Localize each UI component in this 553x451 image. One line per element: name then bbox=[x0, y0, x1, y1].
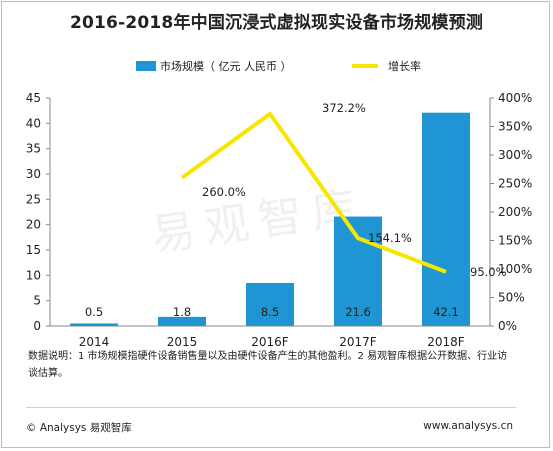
footer-copyright: © Analysys 易观智库 bbox=[26, 422, 132, 434]
y-right-tick-label: 400% bbox=[498, 91, 532, 105]
y-right-tick-label: 250% bbox=[498, 177, 532, 191]
y-left-tick-label: 25 bbox=[26, 192, 41, 206]
x-tick-label: 2016F bbox=[251, 335, 289, 349]
data-labels: 0.5 1.8 8.5 21.6 42.1 260.0% 372.2% 154.1% 95.0% bbox=[85, 101, 507, 319]
line-series bbox=[180, 111, 447, 274]
footer-divider bbox=[26, 407, 516, 408]
footer-url: www.analysys.cn bbox=[423, 420, 513, 432]
bar-2016F bbox=[246, 282, 294, 326]
legend-bar-swatch bbox=[136, 61, 156, 71]
y-right-tick-label: 350% bbox=[498, 120, 532, 134]
y-left-tick-label: 40 bbox=[26, 116, 41, 130]
y-right-tick-label: 50% bbox=[498, 291, 525, 305]
bar-2014 bbox=[70, 323, 118, 326]
x-tick-label: 2014 bbox=[79, 335, 110, 349]
y-left-tick-label: 30 bbox=[26, 167, 41, 181]
growth-rate-label: 260.0% bbox=[202, 185, 246, 199]
legend: 市场规模（ 亿元 人民币 ） 增长率 bbox=[136, 59, 421, 73]
y-left-tick-label: 45 bbox=[26, 91, 41, 105]
axes: 0 5 10 15 20 25 30 35 40 45 0% 50% 100% 150% 200% 250% 3… bbox=[26, 91, 533, 349]
y-right-tick-label: 200% bbox=[498, 205, 532, 219]
y-right-tick-label: 300% bbox=[498, 148, 532, 162]
y-left-tick-label: 15 bbox=[26, 243, 41, 257]
y-left-tick-label: 0 bbox=[33, 319, 41, 333]
y-left-tick-label: 20 bbox=[26, 218, 41, 232]
y-left-tick-label: 35 bbox=[26, 142, 41, 156]
bar-value-label: 8.5 bbox=[261, 305, 279, 319]
bar-2018F bbox=[422, 112, 470, 327]
growth-rate-line bbox=[180, 111, 447, 274]
chart-title: 2016-2018年中国沉浸式虚拟现实设备市场规模预测 bbox=[69, 13, 484, 33]
bar-value-label: 42.1 bbox=[433, 305, 459, 319]
data-note: 数据说明：1 市场规模指硬件设备销售量以及由硬件设备产生的其他盈利。2 易观智库… bbox=[28, 351, 508, 379]
y-right-tick-label: 0% bbox=[498, 319, 517, 333]
y-right-tick-label: 100% bbox=[498, 262, 532, 276]
y-right-tick-label: 150% bbox=[498, 234, 532, 248]
legend-bar-label: 市场规模（ 亿元 人民币 ） bbox=[160, 59, 292, 73]
y-left-tick-label: 5 bbox=[33, 294, 41, 308]
bar-series bbox=[70, 112, 470, 327]
growth-rate-label: 154.1% bbox=[368, 231, 412, 245]
y-left-tick-label: 10 bbox=[26, 268, 41, 282]
bar-value-label: 21.6 bbox=[345, 305, 371, 319]
growth-rate-label: 372.2% bbox=[322, 101, 366, 115]
bar-2015 bbox=[158, 316, 206, 326]
x-tick-label: 2018F bbox=[427, 335, 465, 349]
growth-rate-label: 95.0% bbox=[470, 265, 507, 279]
bar-value-label: 0.5 bbox=[85, 305, 103, 319]
x-tick-label: 2015 bbox=[167, 335, 198, 349]
bar-value-label: 1.8 bbox=[173, 305, 191, 319]
legend-line-label: 增长率 bbox=[388, 59, 421, 73]
x-tick-label: 2017F bbox=[339, 335, 377, 349]
